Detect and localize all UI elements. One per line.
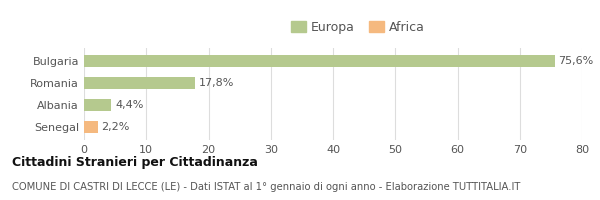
Text: 2,2%: 2,2% <box>101 122 130 132</box>
Text: 75,6%: 75,6% <box>559 56 593 66</box>
Legend: Europa, Africa: Europa, Africa <box>286 16 430 39</box>
Text: COMUNE DI CASTRI DI LECCE (LE) - Dati ISTAT al 1° gennaio di ogni anno - Elabora: COMUNE DI CASTRI DI LECCE (LE) - Dati IS… <box>12 182 520 192</box>
Bar <box>84 55 554 67</box>
Text: 4,4%: 4,4% <box>115 100 143 110</box>
Text: Cittadini Stranieri per Cittadinanza: Cittadini Stranieri per Cittadinanza <box>12 156 258 169</box>
Bar <box>84 99 112 111</box>
Bar <box>84 77 195 89</box>
Text: 17,8%: 17,8% <box>199 78 234 88</box>
Bar <box>84 121 98 133</box>
